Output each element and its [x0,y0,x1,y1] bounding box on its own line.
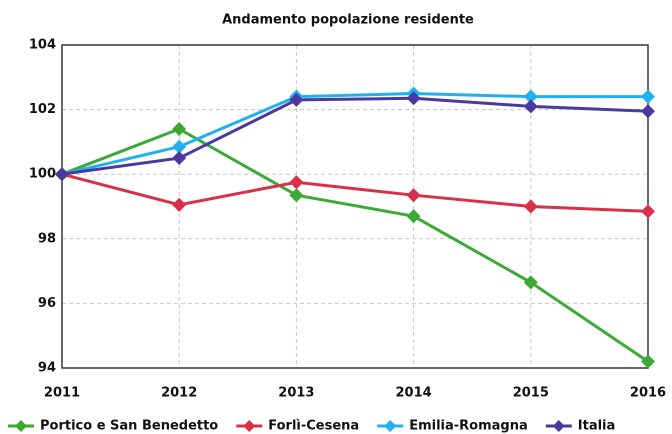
x-tick-label: 2015 [513,386,549,401]
y-tick-label: 100 [29,167,56,182]
data-point [172,197,187,212]
data-point [523,89,538,104]
chart-title: Andamento popolazione residente [222,13,474,28]
data-point [523,199,538,214]
data-point [406,188,421,203]
data-point [172,151,187,166]
legend-label: Portico e San Benedetto [40,419,218,434]
data-point [641,204,655,219]
data-point [406,91,421,106]
data-point [289,175,304,190]
y-tick-label: 104 [29,38,56,53]
series-line [61,96,649,176]
x-tick-label: 2011 [44,386,80,401]
data-point [523,275,538,290]
x-tick-label: 2016 [630,386,666,401]
legend-marker [552,420,565,432]
x-tick-label: 2013 [278,386,314,401]
data-point [172,139,187,154]
y-tick-label: 96 [38,296,56,311]
x-tick-label: 2014 [396,386,432,401]
data-point [172,121,187,136]
series-line [61,91,648,176]
data-point [641,354,655,369]
data-point [289,92,304,107]
y-tick-label: 102 [29,102,56,117]
data-point [641,104,655,119]
legend-marker [384,420,397,432]
series-line [61,172,649,213]
data-point [55,167,69,182]
legend-label: Forlì-Cesena [268,419,359,434]
data-point [523,99,538,114]
x-tick-label: 2012 [161,386,197,401]
data-point [289,188,304,203]
y-tick-label: 98 [38,231,56,246]
legend-marker [243,420,256,432]
series-line [61,127,649,363]
data-point [641,89,655,104]
legend-marker [15,420,27,432]
legend-label: Italia [578,419,616,434]
y-tick-label: 94 [38,361,56,376]
data-point [406,209,421,224]
legend-label: Emilia-Romagna [409,419,528,434]
